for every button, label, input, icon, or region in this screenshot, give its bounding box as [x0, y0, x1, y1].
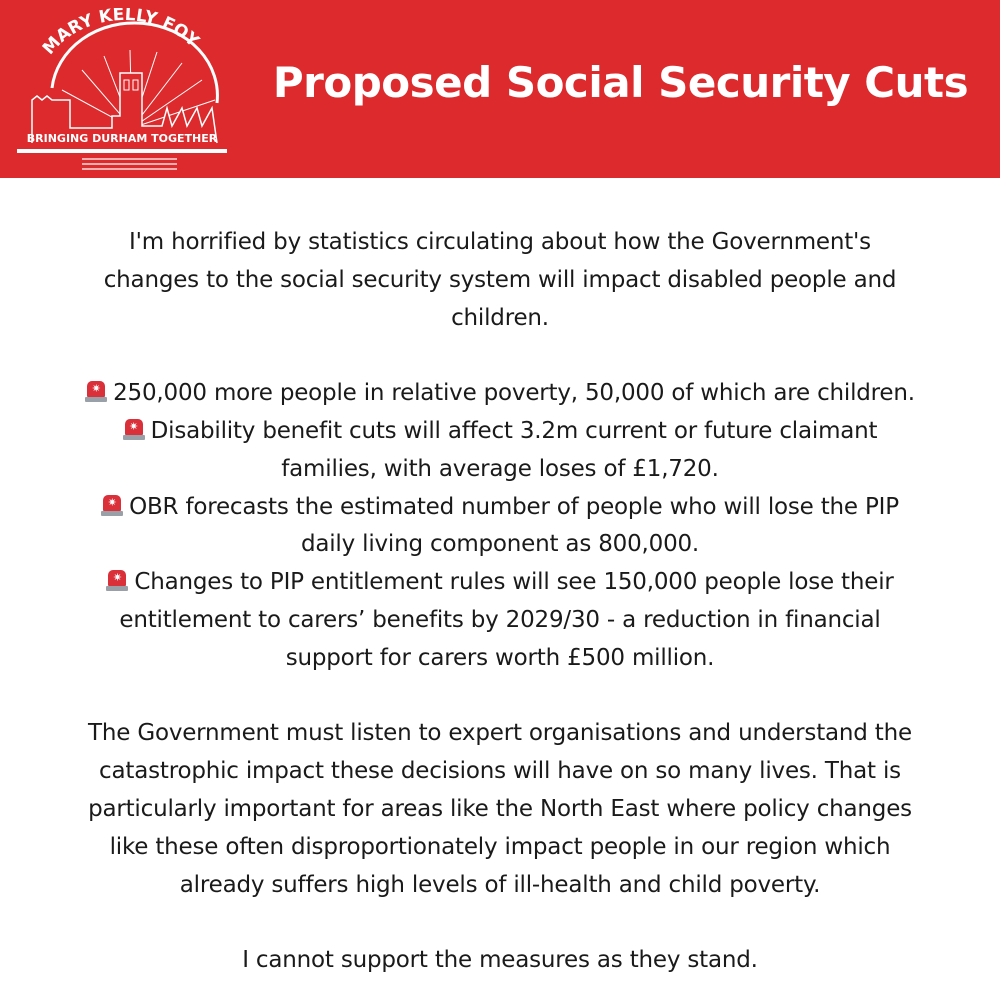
closing-line: I cannot support the measures as they st… [242, 947, 758, 974]
paragraph-line: particularly important for areas like th… [88, 795, 912, 822]
bullet-line: daily living component as 800,000. [300, 531, 700, 558]
bullet-item: ✷ Disability benefit cuts will affect 3.2… [0, 413, 1000, 451]
paragraph-line: catastrophic impact these decisions will… [99, 758, 901, 785]
bullet-item: ✷ OBR forecasts the estimated number of p… [0, 489, 1000, 527]
page-title: Proposed Social Security Cuts [272, 58, 969, 107]
post-body: I'm horrified by statistics circulating … [0, 224, 1000, 980]
bullet-item: ✷ Changes to PIP entitlement rules will s… [0, 564, 1000, 602]
intro-line: I'm horrified by statistics circulating … [129, 229, 871, 255]
mary-kelly-foy-logo: MARY KELLY FOY BRINGING DURHAM TOGETHER [17, 8, 227, 170]
header-banner: MARY KELLY FOY BRINGING DURHAM TOGETHER … [0, 0, 1000, 178]
paragraph-line: already suffers high levels of ill-healt… [179, 871, 821, 898]
svg-text:BRINGING DURHAM TOGETHER: BRINGING DURHAM TOGETHER [27, 132, 218, 145]
paragraph-line: like these often disproportionately impa… [109, 833, 891, 860]
police-car-light-icon: ✷ [122, 418, 145, 441]
intro-line: changes to the social security system wi… [103, 266, 897, 293]
police-car-light-icon: ✷ [101, 494, 124, 517]
bullet-item: ✷ 250,000 more people in relative poverty… [0, 375, 1000, 413]
police-car-light-icon: ✷ [85, 381, 108, 403]
paragraph-line: The Government must listen to expert org… [88, 720, 912, 747]
police-car-light-icon: ✷ [106, 570, 129, 592]
bullet-line: entitlement to carers’ benefits by 2029/… [119, 606, 881, 633]
bullet-line: support for carers worth £500 million. [285, 644, 715, 671]
bullet-line: families, with average loses of £1,720. [281, 455, 719, 482]
intro-line: children. [451, 304, 549, 331]
